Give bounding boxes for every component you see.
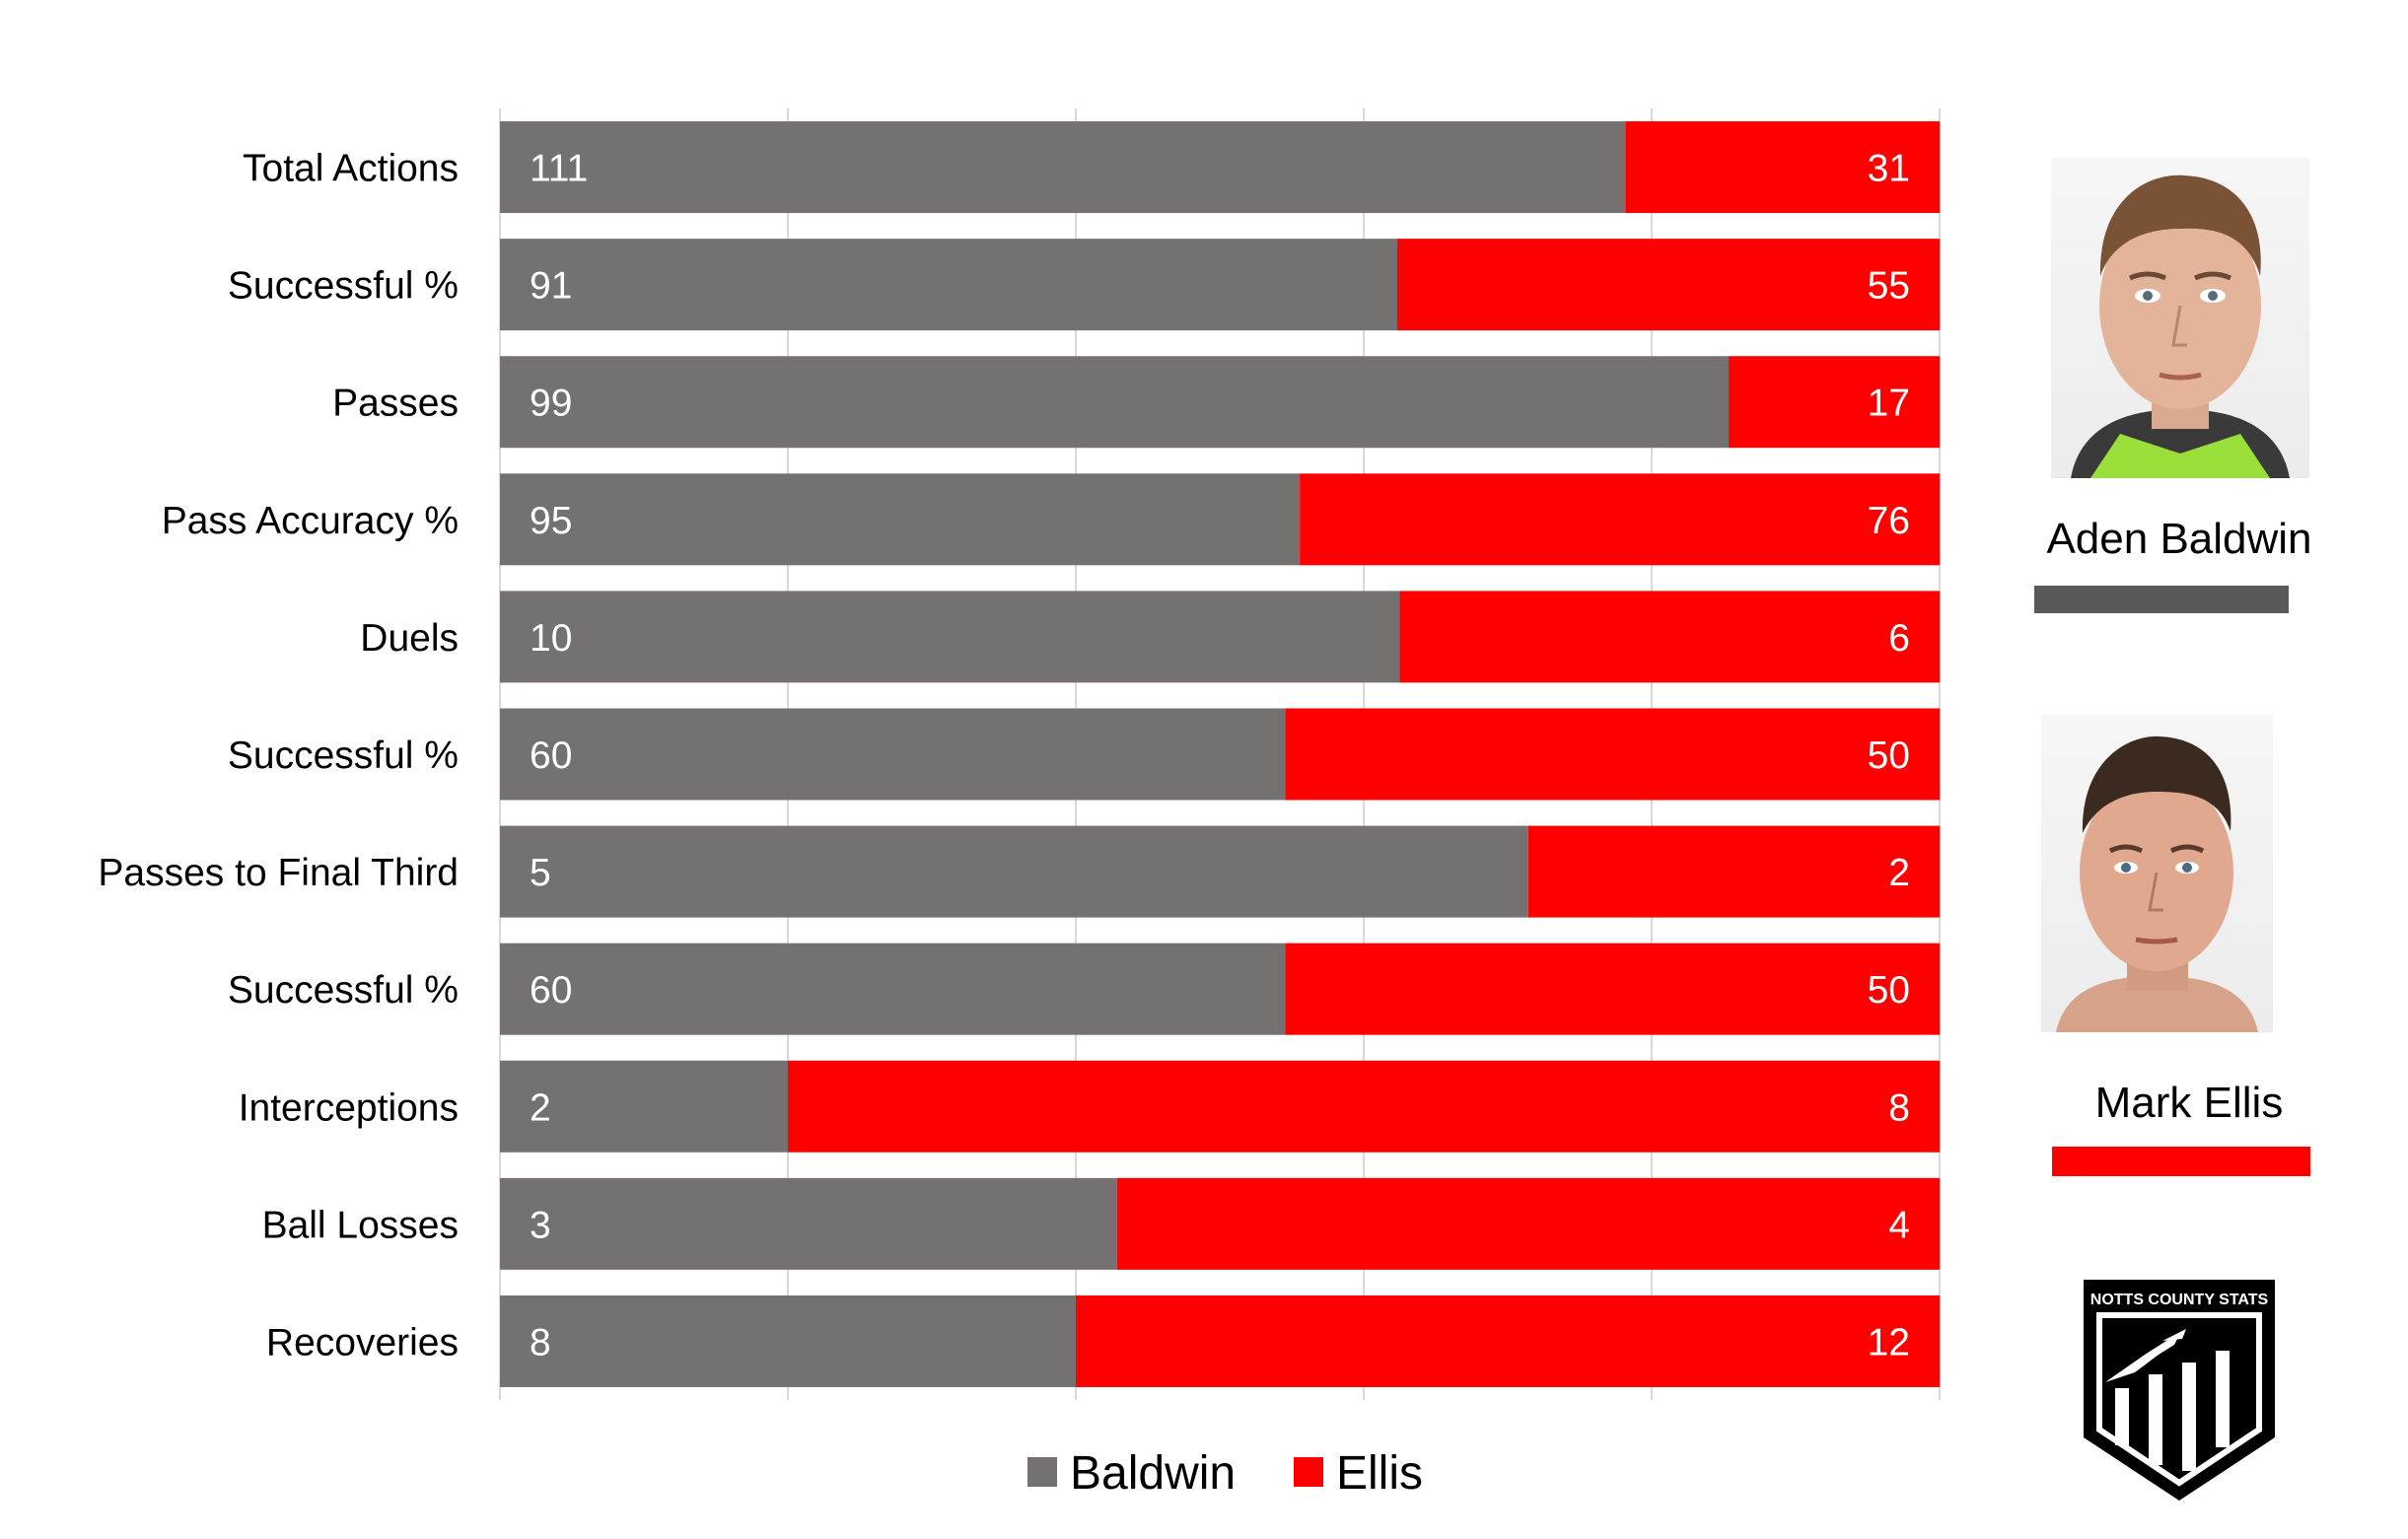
legend-swatch-ellis [1294, 1457, 1323, 1487]
data-label-ellis: 31 [1868, 148, 1910, 190]
bar-ellis [1399, 591, 1940, 683]
bar-ellis [1397, 239, 1940, 331]
player-face-icon [2071, 175, 2290, 478]
data-label-baldwin: 5 [530, 852, 551, 894]
legend: Baldwin Ellis [1027, 1447, 1423, 1500]
category-label: Passes [332, 383, 459, 425]
bar-baldwin [500, 473, 1301, 566]
data-label-ellis: 17 [1868, 383, 1910, 425]
data-label-baldwin: 60 [530, 735, 572, 777]
bar-baldwin [500, 943, 1286, 1035]
data-label-ellis: 55 [1868, 265, 1910, 308]
bar-baldwin [500, 825, 1528, 918]
bar-ellis [1076, 1294, 1940, 1387]
player-name-baldwin: Aden Baldwin [2046, 515, 2312, 563]
bar-baldwin [500, 239, 1397, 331]
bar-ellis [1285, 943, 1940, 1035]
bar-baldwin [500, 1294, 1076, 1387]
bar-baldwin [500, 591, 1400, 683]
bar-baldwin [500, 1177, 1117, 1270]
category-label: Total Actions [243, 148, 459, 190]
data-label-ellis: 6 [1888, 617, 1910, 660]
bar-ellis [1625, 121, 1940, 214]
data-label-ellis: 8 [1888, 1086, 1910, 1129]
legend-label-ellis: Ellis [1336, 1447, 1423, 1500]
player-swatch-ellis [2052, 1147, 2310, 1176]
data-label-baldwin: 3 [530, 1204, 551, 1246]
magpie-shield-icon: NOTTS COUNTY STATS [2084, 1280, 2275, 1501]
logo-text: NOTTS COUNTY STATS [2090, 1292, 2269, 1308]
legend-label-baldwin: Baldwin [1070, 1447, 1236, 1500]
data-label-ellis: 76 [1868, 500, 1910, 542]
category-label: Ball Losses [262, 1204, 459, 1246]
bars [500, 121, 1940, 1387]
data-label-baldwin: 91 [530, 265, 572, 308]
player-photo-baldwin [2051, 158, 2309, 478]
player-name-ellis: Mark Ellis [2094, 1079, 2284, 1127]
data-label-baldwin: 95 [530, 500, 572, 542]
bar-ellis [1116, 1177, 1940, 1270]
data-label-baldwin: 60 [530, 969, 572, 1012]
data-label-ellis: 12 [1868, 1321, 1910, 1364]
data-label-baldwin: 8 [530, 1321, 551, 1364]
bar-baldwin [500, 1060, 788, 1153]
bar-ellis [1729, 356, 1940, 449]
bar-ellis [1285, 708, 1940, 801]
data-label-ellis: 4 [1888, 1204, 1910, 1246]
bar-baldwin [500, 708, 1286, 801]
legend-swatch-baldwin [1027, 1457, 1057, 1487]
data-label-baldwin: 111 [530, 148, 588, 190]
data-label-baldwin: 10 [530, 617, 572, 660]
bar-baldwin [500, 121, 1626, 214]
data-label-ellis: 2 [1888, 852, 1910, 894]
data-label-ellis: 50 [1868, 969, 1910, 1012]
labels: Total Actions 111 31 Successful % 91 55 Passes… [98, 148, 1910, 1364]
data-label-ellis: 50 [1868, 735, 1910, 777]
player-face-icon [2056, 735, 2258, 1032]
category-label: Pass Accuracy % [162, 500, 459, 542]
bar-ellis [1300, 473, 1940, 566]
player-swatch-baldwin [2034, 586, 2289, 613]
bar-ellis [788, 1060, 1940, 1153]
category-label: Interceptions [239, 1086, 459, 1129]
player-photo-ellis [2041, 715, 2273, 1032]
category-label: Successful % [228, 969, 459, 1012]
data-label-baldwin: 2 [530, 1086, 551, 1129]
category-label: Passes to Final Third [98, 852, 459, 894]
category-label: Successful % [228, 265, 459, 308]
category-label: Successful % [228, 735, 459, 777]
category-label: Duels [360, 617, 459, 660]
bar-baldwin [500, 356, 1730, 449]
category-label: Recoveries [266, 1321, 459, 1364]
data-label-baldwin: 99 [530, 383, 572, 425]
bar-ellis [1527, 825, 1940, 918]
